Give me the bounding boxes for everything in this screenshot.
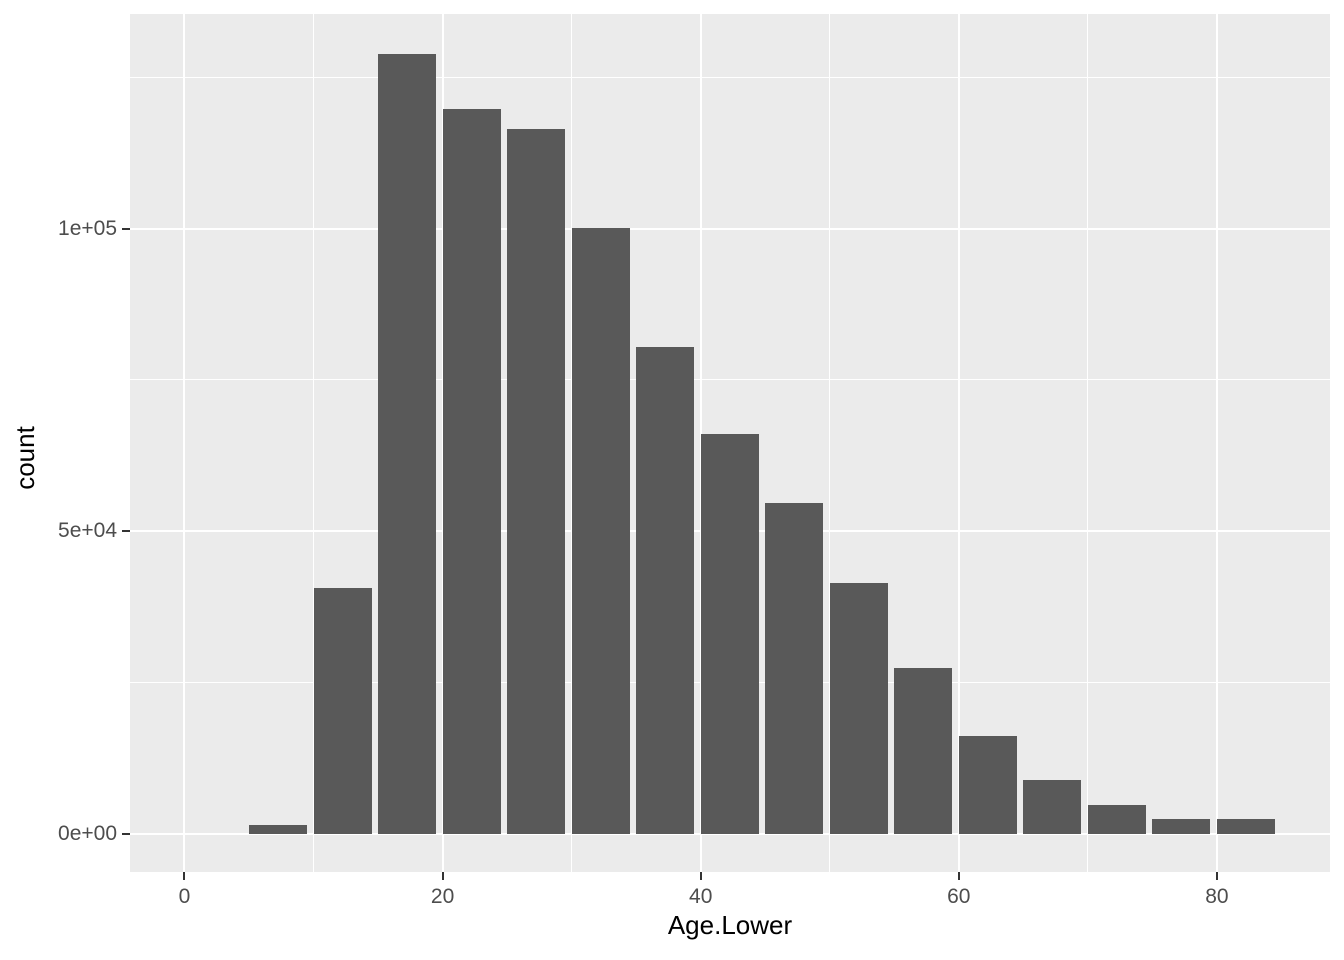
x-tick-label: 0 xyxy=(178,885,191,908)
x-minor-gridline xyxy=(829,14,831,872)
histogram-bar xyxy=(829,582,888,835)
histogram-bar xyxy=(1152,818,1211,835)
histogram-bar xyxy=(507,129,566,835)
x-tick-mark xyxy=(957,872,960,880)
x-tick-mark xyxy=(699,872,702,880)
y-minor-gridline xyxy=(130,76,1330,78)
histogram-bar xyxy=(700,433,759,835)
y-tick-mark xyxy=(122,227,130,230)
x-tick-label: 60 xyxy=(947,885,971,908)
histogram-bar xyxy=(571,227,630,835)
x-major-gridline xyxy=(1215,14,1218,872)
x-major-gridline xyxy=(957,14,960,872)
x-tick-label: 40 xyxy=(689,885,713,908)
x-axis-title: Age.Lower xyxy=(667,910,793,940)
histogram-bar xyxy=(313,588,372,835)
histogram-bar xyxy=(442,108,501,835)
histogram-bar xyxy=(1087,804,1146,835)
y-major-gridline xyxy=(130,833,1330,836)
x-minor-gridline xyxy=(313,14,315,872)
x-major-gridline xyxy=(183,14,186,872)
x-tick-mark xyxy=(441,872,444,880)
histogram-bar xyxy=(765,502,824,835)
y-major-gridline xyxy=(130,227,1330,230)
y-tick-label: 0e+00 xyxy=(58,822,117,846)
histogram-bar xyxy=(636,346,695,835)
plot-panel xyxy=(130,14,1330,872)
x-tick-mark xyxy=(1215,872,1218,880)
histogram-bar xyxy=(1023,779,1082,835)
y-minor-gridline xyxy=(130,379,1330,381)
histogram-bar xyxy=(1216,818,1275,835)
y-tick-mark xyxy=(122,833,130,836)
y-tick-label: 5e+04 xyxy=(58,519,117,543)
y-tick-label: 1e+05 xyxy=(58,216,117,240)
y-tick-mark xyxy=(122,530,130,533)
y-axis-title: count xyxy=(9,426,40,490)
histogram-bar xyxy=(248,824,308,835)
histogram-bar xyxy=(958,735,1017,835)
histogram-bar xyxy=(894,668,953,835)
x-tick-mark xyxy=(183,872,186,880)
histogram-bar xyxy=(378,53,437,835)
x-tick-label: 20 xyxy=(430,885,455,908)
x-tick-label: 80 xyxy=(1205,885,1229,908)
x-minor-gridline xyxy=(1087,14,1089,872)
